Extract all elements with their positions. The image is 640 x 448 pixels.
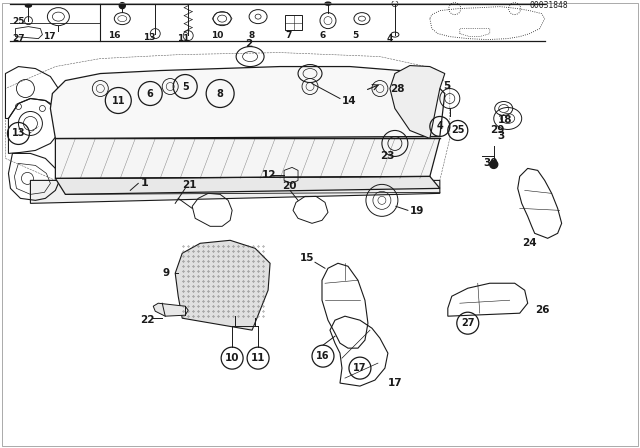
Text: 00031848: 00031848 — [530, 1, 568, 10]
Text: 6: 6 — [319, 31, 325, 40]
Text: 4: 4 — [436, 121, 444, 131]
Text: 27: 27 — [12, 34, 25, 43]
Text: 6: 6 — [147, 89, 154, 99]
Text: 25: 25 — [12, 17, 25, 26]
Text: 11: 11 — [111, 95, 125, 106]
Text: 5: 5 — [182, 82, 189, 91]
Text: 29: 29 — [490, 125, 504, 135]
Text: 9: 9 — [162, 268, 170, 278]
Text: 19: 19 — [410, 207, 424, 216]
Text: 21: 21 — [182, 181, 196, 190]
Text: 26: 26 — [534, 305, 549, 315]
Text: 10: 10 — [211, 31, 223, 40]
Polygon shape — [153, 303, 188, 316]
Text: 20: 20 — [282, 181, 296, 191]
Text: 18: 18 — [498, 116, 512, 125]
Text: 22: 22 — [140, 315, 155, 325]
Circle shape — [490, 160, 498, 168]
Text: 27: 27 — [461, 318, 474, 328]
Polygon shape — [51, 67, 445, 138]
Ellipse shape — [325, 2, 331, 5]
Text: 16: 16 — [316, 351, 330, 361]
Ellipse shape — [26, 4, 31, 7]
Text: 5: 5 — [352, 31, 358, 40]
Text: 10: 10 — [225, 353, 239, 363]
Text: 30: 30 — [484, 159, 499, 168]
Text: 17: 17 — [44, 32, 56, 41]
Polygon shape — [56, 138, 440, 178]
Text: 23: 23 — [380, 151, 394, 161]
Text: 24: 24 — [522, 238, 536, 248]
Text: 15: 15 — [300, 253, 314, 263]
Text: 17: 17 — [388, 378, 403, 388]
Polygon shape — [390, 65, 445, 138]
Text: 3: 3 — [498, 131, 505, 142]
Text: 7: 7 — [285, 31, 291, 40]
Polygon shape — [175, 240, 270, 330]
Text: 28: 28 — [390, 83, 404, 94]
Text: 25: 25 — [451, 125, 465, 135]
Text: 8: 8 — [248, 31, 254, 40]
Text: 1: 1 — [140, 178, 148, 189]
Polygon shape — [31, 181, 440, 203]
Text: 14: 14 — [342, 95, 356, 106]
Text: 17: 17 — [353, 363, 367, 373]
Polygon shape — [56, 177, 440, 194]
Text: 13: 13 — [143, 33, 156, 42]
Text: 4: 4 — [387, 34, 393, 43]
Text: 11: 11 — [251, 353, 266, 363]
Text: 8: 8 — [217, 89, 223, 99]
Text: 5: 5 — [443, 81, 450, 90]
Text: 12: 12 — [262, 170, 276, 181]
Text: 11: 11 — [177, 34, 189, 43]
Text: 16: 16 — [108, 31, 121, 40]
Circle shape — [119, 3, 125, 9]
Text: 13: 13 — [12, 129, 25, 138]
Text: 2: 2 — [245, 39, 252, 48]
